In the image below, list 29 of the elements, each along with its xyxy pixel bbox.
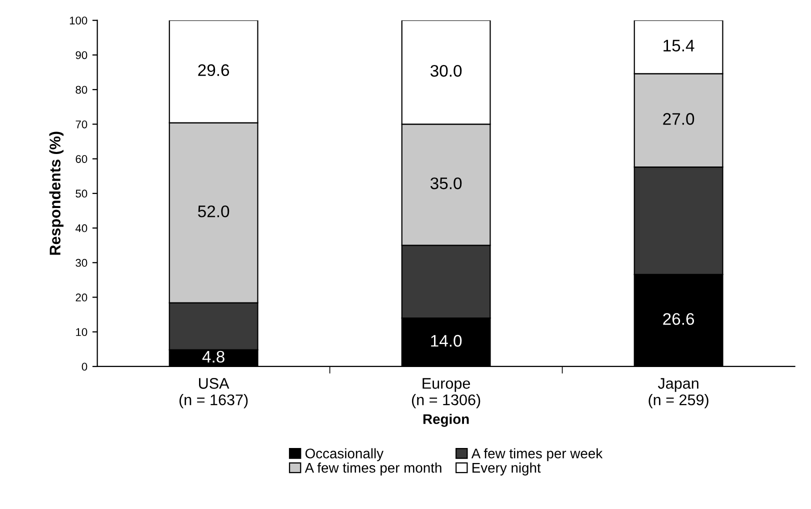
legend-label: Every night — [472, 462, 541, 476]
y-tick-label: 40 — [75, 224, 88, 232]
data-label: 29.6 — [198, 64, 230, 76]
legend-label: Occasionally — [305, 448, 384, 462]
y-tick-label: 0 — [82, 362, 88, 371]
y-tick-label: 100 — [70, 16, 88, 24]
y-axis-title: Respondents (%) — [49, 132, 64, 255]
legend-label: A few times per week — [471, 448, 603, 462]
data-label: 52.0 — [198, 205, 230, 218]
x-tick-label: Europe (n = 1306) — [412, 378, 480, 408]
x-tick-label: Japan (n = 259) — [648, 378, 708, 408]
data-label: 14.0 — [431, 334, 462, 347]
data-label: 15.4 — [664, 40, 694, 52]
y-tick-label: 80 — [76, 86, 88, 94]
x-tick-label: USA (n = 1637) — [179, 378, 248, 408]
x-axis-title: Region — [423, 414, 469, 427]
y-tick-label: 50 — [76, 190, 88, 198]
y-tick-label: 20 — [76, 294, 88, 302]
y-tick-label: 70 — [76, 120, 88, 128]
y-tick-label: 90 — [76, 51, 88, 60]
legend-label: A few times per month — [304, 462, 442, 476]
y-tick-label: 30 — [76, 258, 88, 267]
y-tick-label: 10 — [76, 328, 88, 336]
data-label: 4.8 — [202, 350, 224, 363]
data-label: 35.0 — [430, 177, 462, 190]
data-label: 26.6 — [663, 313, 694, 325]
y-tick-label: 60 — [76, 155, 88, 163]
data-label: 30.0 — [430, 64, 462, 77]
data-label: 27.0 — [663, 113, 694, 125]
